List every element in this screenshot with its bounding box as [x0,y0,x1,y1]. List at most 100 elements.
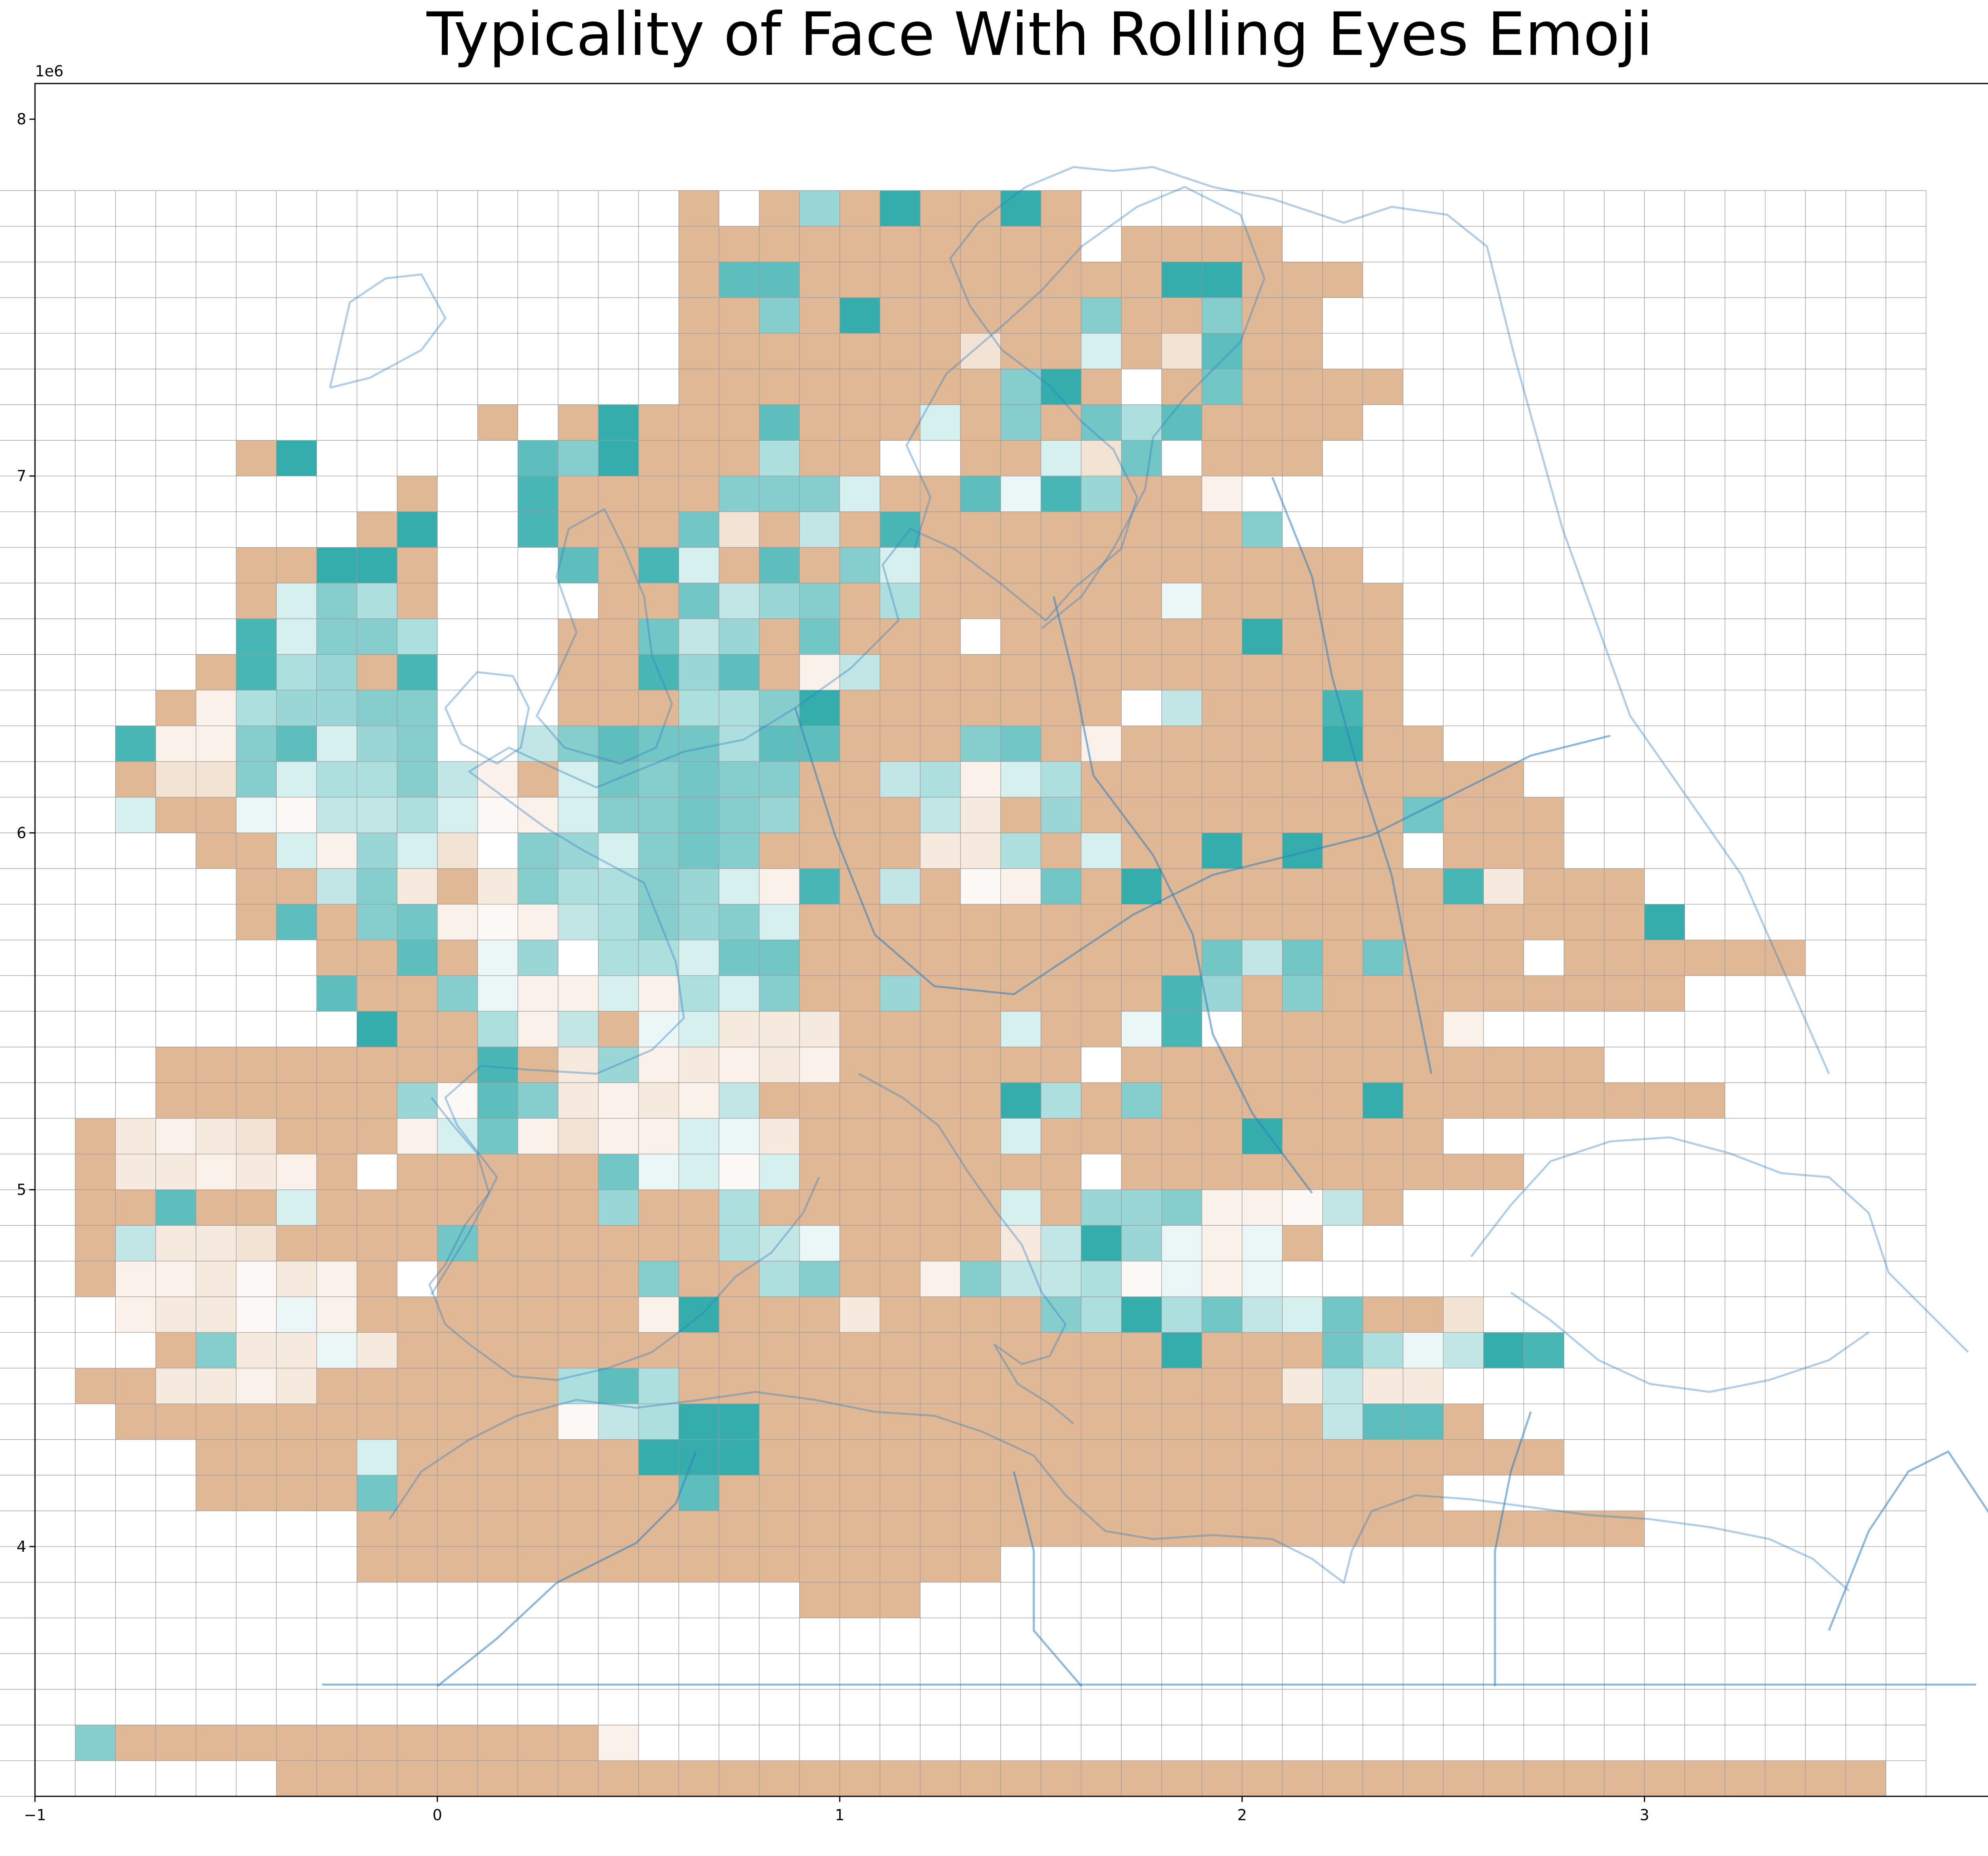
heatmap-cell [1483,761,1524,797]
heatmap-cell [1242,904,1283,940]
heatmap-cell [679,1225,719,1261]
heatmap-cell [1000,404,1041,441]
heatmap-cell [1363,1761,1403,1796]
heatmap-cell [1041,547,1081,583]
heatmap-cell [639,1475,679,1511]
heatmap-cell [236,1475,277,1511]
heatmap-cell [1000,690,1041,726]
heatmap-cell [920,618,961,655]
heatmap-cell [639,618,679,655]
heatmap-cell [1202,369,1242,405]
heatmap-cell [598,440,639,476]
heatmap-cell [478,833,518,869]
heatmap-cell [75,1261,116,1297]
heatmap-cell [1041,1047,1081,1083]
heatmap-cell [799,1582,840,1618]
heatmap-cell [679,690,719,726]
heatmap-cell [960,369,1001,405]
heatmap-cell [799,1047,840,1083]
heatmap-cell [1202,904,1242,940]
heatmap-cell [920,1296,961,1333]
heatmap-cell [1282,333,1323,369]
heatmap-cell [1524,976,1564,1011]
heatmap-cell [840,369,880,405]
heatmap-cell [357,1403,397,1440]
heatmap-cell [1564,1511,1604,1547]
heatmap-cell [880,226,920,262]
heatmap-cell [1524,1332,1564,1368]
heatmap-cell [1322,1368,1363,1404]
heatmap-cell [276,797,317,833]
heatmap-cell [1161,976,1202,1011]
heatmap-cell [518,511,558,548]
heatmap-cell [397,1725,437,1761]
heatmap-cell [1322,1154,1363,1190]
heatmap-cell [397,940,437,976]
coastline-africa [388,1391,1850,1592]
y-tick-label: 7 [17,467,26,485]
heatmap-cell [799,583,840,619]
heatmap-cell [1604,904,1644,940]
heatmap-cell [1041,1225,1081,1261]
heatmap-cell [276,1403,317,1440]
heatmap-cell [1443,1047,1484,1083]
heatmap-cell [357,1761,397,1796]
heatmap-cell [478,476,518,512]
heatmap-cell [1363,1475,1403,1511]
heatmap-cell [1242,1439,1283,1475]
heatmap-cell [1242,547,1283,583]
heatmap-cell [1161,297,1202,334]
heatmap-cell [1000,797,1041,833]
heatmap-cell [840,1296,880,1333]
heatmap-cell [960,1047,1001,1083]
heatmap-cell [155,1368,196,1404]
heatmap-cell [1202,1011,1242,1047]
heatmap-cell [1121,404,1162,441]
heatmap-cell [679,1546,719,1582]
heatmap-cell [518,761,558,797]
heatmap-cell [840,262,880,298]
heatmap-cell [518,1296,558,1333]
heatmap-cell [679,761,719,797]
heatmap-cell [276,1083,317,1119]
heatmap-cell [1242,976,1283,1011]
heatmap-cell [1081,1189,1122,1226]
heatmap-cell [1443,1761,1484,1796]
heatmap-cell [1000,190,1041,226]
heatmap-cell [518,547,558,583]
heatmap-cell [920,404,961,441]
heatmap-cell [1081,1439,1122,1475]
heatmap-cell [960,404,1001,441]
heatmap-cell [437,583,478,619]
heatmap-cell [558,761,598,797]
heatmap-cell [1081,1296,1122,1333]
heatmap-cell [639,1261,679,1297]
heatmap-cell [1041,190,1081,226]
heatmap-cell [236,1368,277,1404]
heatmap-cell [1765,1761,1806,1796]
heatmap-cell [799,1189,840,1226]
heatmap-cell [1282,369,1323,405]
heatmap-cell [478,1368,518,1404]
heatmap-cell [1041,1475,1081,1511]
heatmap-cell [316,440,357,476]
heatmap-cell [880,262,920,298]
heatmap-cell [1282,440,1323,476]
heatmap-cell [196,1083,236,1119]
heatmap-cell [799,976,840,1011]
heatmap-cell [1121,726,1162,762]
heatmap-cell [1242,583,1283,619]
heatmap-cell [1363,1403,1403,1440]
heatmap-cell [478,1511,518,1547]
heatmap-cell [759,511,800,548]
heatmap-cell [960,1083,1001,1119]
heatmap-cell [840,1118,880,1154]
heatmap-cell [558,1511,598,1547]
heatmap-cell [960,1368,1001,1404]
heatmap-cell [639,833,679,869]
heatmap-cell [1161,1118,1202,1154]
heatmap-cell [1121,690,1162,726]
heatmap-cell [1322,1332,1363,1368]
heatmap-cell [639,654,679,690]
